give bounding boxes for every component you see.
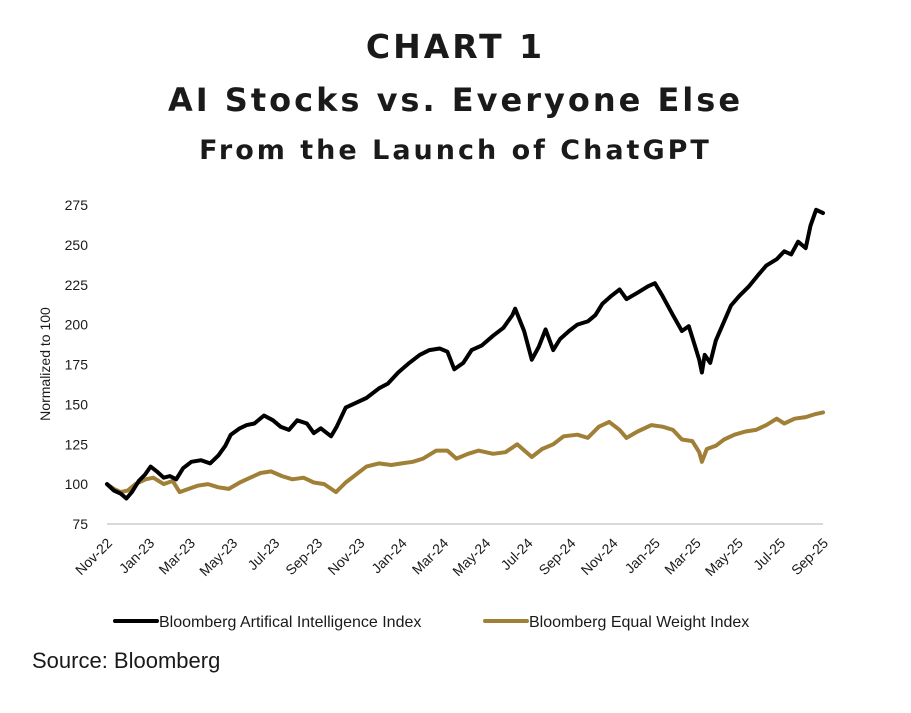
x-tick-label: Sep-23: [282, 535, 325, 578]
y-tick-label: 75: [72, 516, 88, 532]
x-tick-label: Mar-24: [409, 535, 452, 578]
x-tick-label: Jul-23: [244, 535, 282, 573]
y-tick-label: 225: [65, 277, 89, 293]
legend-item-equal-weight: Bloomberg Equal Weight Index: [483, 614, 749, 631]
legend-label: Bloomberg Equal Weight Index: [529, 614, 749, 631]
x-tick-label: Jul-24: [497, 535, 535, 573]
x-tick-label: Sep-24: [535, 535, 578, 578]
x-tick-label: Sep-25: [788, 535, 831, 578]
y-tick-label: 100: [65, 476, 89, 492]
series-line-equal-weight: [105, 410, 825, 495]
series-lines: [105, 207, 825, 501]
x-tick-label: May-25: [702, 535, 746, 579]
x-tick-label: May-24: [449, 535, 493, 579]
y-tick-label: 200: [65, 317, 89, 333]
y-tick-label: 250: [65, 237, 89, 253]
x-tick-label: Nov-22: [72, 535, 115, 578]
source-note: Source: Bloomberg: [32, 648, 221, 673]
x-tick-label: May-23: [196, 535, 240, 579]
x-tick-label: Mar-25: [661, 535, 704, 578]
chart-subtitle: From the Launch of ChatGPT: [199, 135, 712, 166]
chart-header: CHART 1 AI Stocks vs. Everyone Else From…: [0, 22, 911, 174]
x-tick-label: Jul-25: [750, 535, 788, 573]
x-tick-label: Mar-23: [155, 535, 198, 578]
y-axis-ticks: 75 100 125 150 175 200 225 250 275: [65, 197, 89, 532]
y-tick-label: 275: [65, 197, 89, 213]
x-tick-label: Jan-24: [368, 535, 410, 577]
x-tick-label: Nov-23: [324, 535, 367, 578]
y-tick-label: 150: [65, 396, 89, 412]
chart-title: AI Stocks vs. Everyone Else: [167, 81, 744, 119]
series-line-ai-index: [105, 207, 825, 501]
chart-number: CHART 1: [365, 27, 546, 66]
legend: Bloomberg Artifical Intelligence Index Bl…: [113, 614, 749, 631]
x-tick-label: Jan-23: [116, 535, 158, 577]
legend-item-ai-index: Bloomberg Artifical Intelligence Index: [113, 614, 421, 631]
y-tick-label: 125: [65, 436, 89, 452]
y-axis-label: Normalized to 100: [37, 307, 53, 421]
legend-label: Bloomberg Artifical Intelligence Index: [159, 614, 421, 631]
x-tick-label: Jan-25: [621, 535, 663, 577]
y-tick-label: 175: [65, 357, 89, 373]
x-tick-label: Nov-24: [578, 535, 621, 578]
